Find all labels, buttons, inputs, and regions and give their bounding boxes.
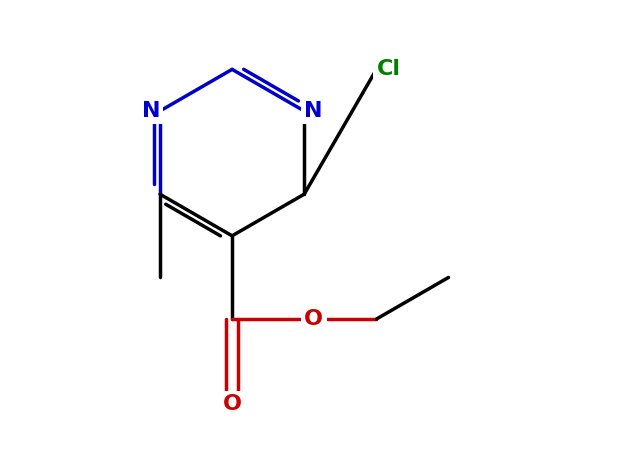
Text: N: N	[304, 101, 323, 121]
Text: Cl: Cl	[376, 59, 401, 79]
Text: O: O	[304, 309, 323, 329]
Text: O: O	[222, 394, 242, 414]
Text: N: N	[141, 101, 160, 121]
